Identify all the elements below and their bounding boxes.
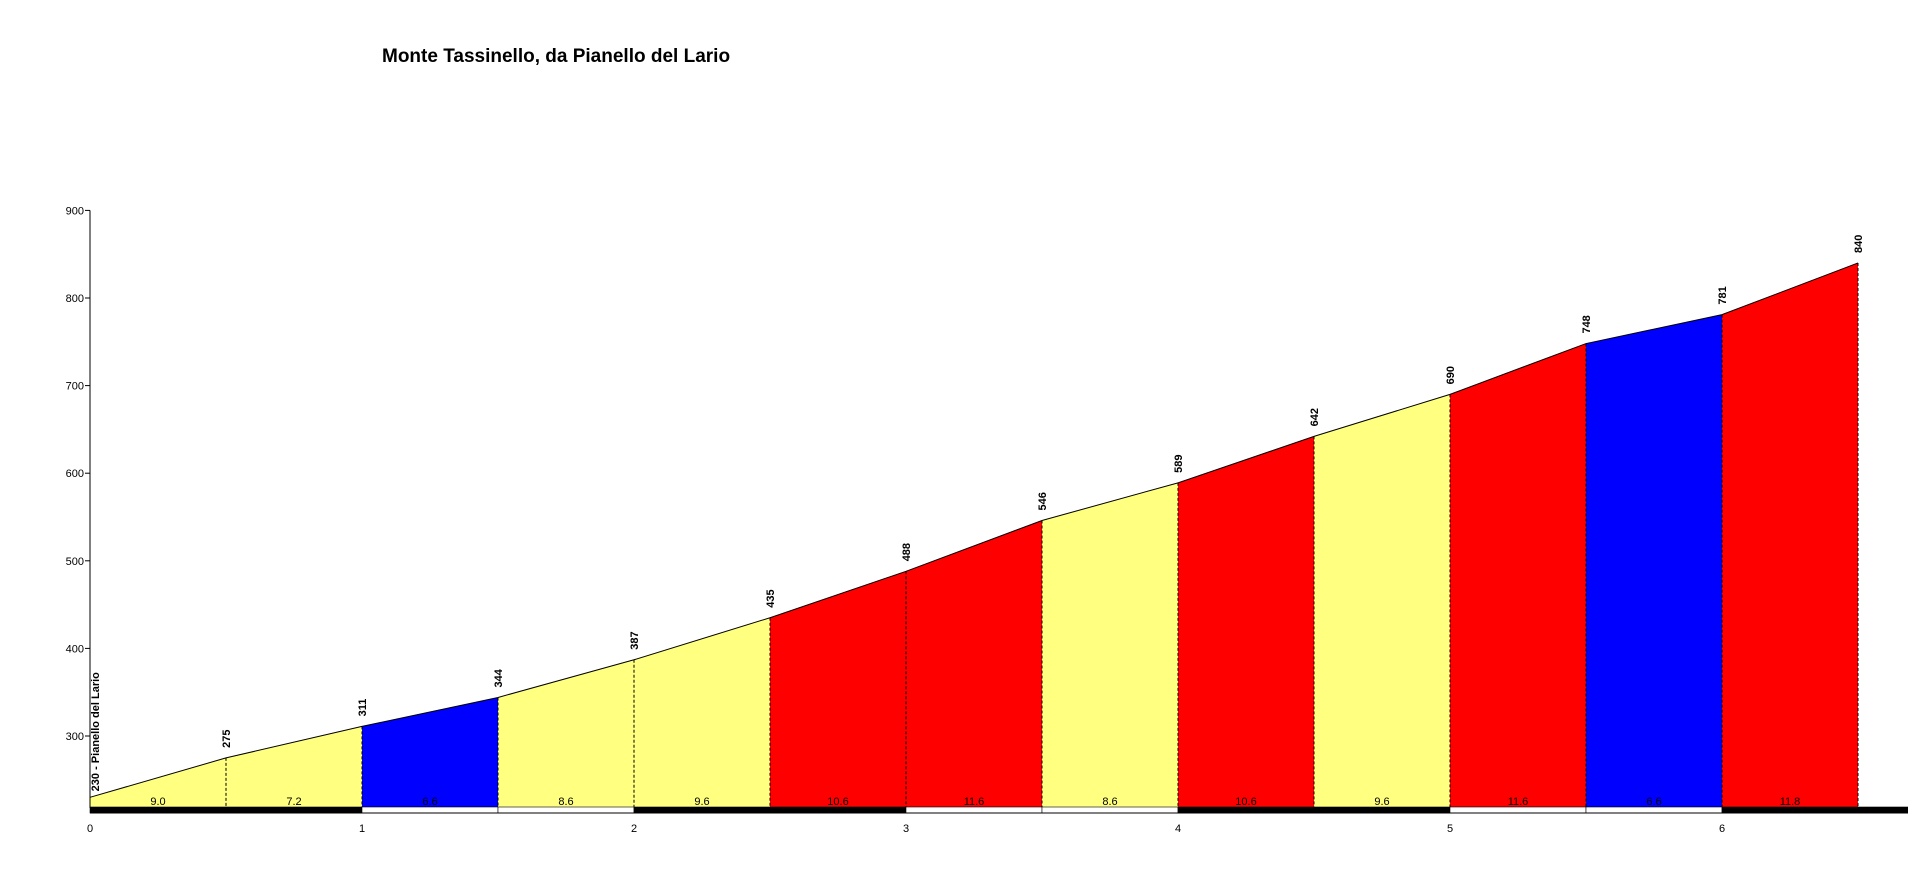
elevation-label: 387 bbox=[629, 631, 641, 649]
gradient-label: 11.8 bbox=[1780, 796, 1801, 808]
km-bar-block bbox=[1313, 806, 1451, 814]
slope-segment bbox=[1722, 262, 1858, 809]
axes: 300 400 500 600 700 800 900 0 1 2 3 4 5 6 bbox=[66, 205, 1725, 835]
y-tick-label: 500 bbox=[66, 556, 84, 568]
gradient-label: 11.6 bbox=[964, 796, 985, 808]
slope-segment bbox=[90, 757, 226, 808]
elevation-label: 690 bbox=[1445, 366, 1457, 384]
elevation-label: 435 bbox=[765, 589, 777, 607]
km-bar-block bbox=[905, 806, 1043, 814]
gradient-label: 10.6 bbox=[1235, 796, 1256, 808]
km-bar-block bbox=[769, 806, 907, 814]
slope-segment bbox=[906, 520, 1042, 808]
km-bar-block bbox=[1449, 806, 1587, 814]
km-bar-block bbox=[1585, 806, 1723, 814]
y-tick-label: 900 bbox=[66, 205, 84, 217]
km-bar-block bbox=[225, 806, 363, 814]
elevation-label: 275 bbox=[221, 730, 233, 748]
km-bar-block bbox=[1857, 806, 1908, 814]
gradient-label: 9.6 bbox=[694, 796, 709, 808]
gradient-label: 7.2 bbox=[286, 796, 301, 808]
slope-segment bbox=[1042, 482, 1178, 808]
elevation-label: 344 bbox=[493, 668, 505, 687]
km-bar-block bbox=[1041, 806, 1179, 814]
km-bar-block bbox=[497, 806, 635, 814]
x-tick-label: 3 bbox=[903, 823, 909, 835]
y-tick-label: 600 bbox=[66, 468, 84, 480]
elevation-label: 748 bbox=[1581, 315, 1593, 333]
y-tick-label: 300 bbox=[66, 731, 84, 743]
km-bar-block bbox=[1177, 806, 1315, 814]
elevation-labels: 275 311 344 387 435 488 546 589 642 690 748 781 840 2… bbox=[90, 235, 1865, 792]
x-tick-label: 6 bbox=[1719, 823, 1725, 835]
y-tick-label: 700 bbox=[66, 381, 84, 393]
slope-segment bbox=[1586, 314, 1722, 808]
profile-segments: 9.0 7.2 6.6 8.6 9.6 10.6 11.6 8.6 10.6 9.6 11.6 6.6… bbox=[90, 262, 1858, 809]
x-tick-label: 5 bbox=[1447, 823, 1453, 835]
elevation-label: 840 bbox=[1853, 235, 1865, 253]
elevation-label: 589 bbox=[1173, 454, 1185, 472]
gradient-label: 6.6 bbox=[1646, 796, 1661, 808]
km-bar bbox=[89, 806, 1908, 814]
km-bar-block bbox=[361, 806, 499, 814]
elevation-label: 642 bbox=[1309, 408, 1321, 426]
km-bar-block bbox=[1721, 806, 1859, 814]
gradient-label: 8.6 bbox=[558, 796, 573, 808]
slope-segment bbox=[362, 697, 498, 808]
chart-title: Monte Tassinello, da Pianello del Lario bbox=[382, 46, 730, 67]
slope-segment bbox=[226, 726, 362, 808]
x-tick-label: 4 bbox=[1175, 823, 1181, 835]
y-tick-label: 800 bbox=[66, 293, 84, 305]
gradient-label: 10.6 bbox=[827, 796, 848, 808]
elevation-label: 546 bbox=[1037, 492, 1049, 510]
slope-segment bbox=[634, 617, 770, 808]
x-tick-label: 1 bbox=[359, 823, 365, 835]
y-tick-label: 400 bbox=[66, 643, 84, 655]
slope-segment bbox=[498, 659, 634, 808]
start-point-label: 230 - Pianello del Lario bbox=[90, 672, 102, 791]
elevation-label: 781 bbox=[1717, 286, 1729, 304]
gradient-label: 9.6 bbox=[1374, 796, 1389, 808]
slope-segment bbox=[1178, 436, 1314, 808]
gradient-label: 11.6 bbox=[1508, 796, 1529, 808]
profile-outline bbox=[89, 262, 1859, 808]
x-tick-label: 0 bbox=[87, 823, 93, 835]
slope-segment bbox=[1314, 394, 1450, 808]
gradient-label: 9.0 bbox=[150, 796, 165, 808]
slope-segment bbox=[1450, 343, 1586, 808]
slope-segment bbox=[770, 571, 906, 808]
elevation-label: 488 bbox=[901, 543, 913, 561]
profile-line bbox=[89, 262, 1859, 798]
km-bar-block bbox=[89, 806, 227, 814]
gradient-label: 6.6 bbox=[422, 796, 437, 808]
km-bar-block bbox=[633, 806, 771, 814]
x-tick-label: 2 bbox=[631, 823, 637, 835]
gradient-label: 8.6 bbox=[1102, 796, 1117, 808]
elevation-label: 311 bbox=[357, 699, 369, 717]
